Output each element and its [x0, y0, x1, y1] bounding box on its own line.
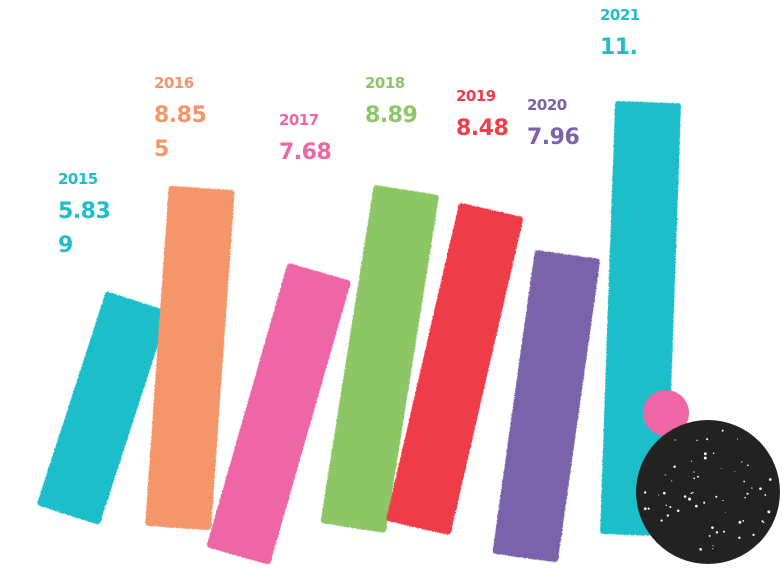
category-label-2016: 2016: [154, 74, 194, 92]
value-label-2015-line2: 9: [58, 233, 73, 258]
value-label-2016: 8.85: [154, 103, 206, 128]
speckle: [738, 536, 741, 539]
speckle: [759, 487, 762, 490]
speckle: [683, 495, 687, 498]
speckle: [715, 495, 718, 498]
speckle: [736, 438, 739, 440]
speckle: [768, 478, 772, 481]
speckle: [693, 477, 696, 480]
speckle: [703, 501, 706, 504]
bar-2018: [320, 185, 439, 533]
speckle: [715, 531, 719, 534]
speckle: [690, 492, 693, 495]
bar-2015: [37, 291, 169, 525]
bar-2020: [492, 250, 600, 563]
speckle: [764, 494, 767, 496]
speckle: [644, 491, 647, 494]
speckle: [752, 533, 755, 537]
speckle: [708, 534, 711, 537]
black-dot-decoration: [636, 420, 780, 564]
speckle: [696, 439, 698, 442]
speckle: [671, 480, 673, 482]
speckle: [734, 470, 736, 472]
speckle: [712, 452, 715, 455]
speckle: [697, 475, 699, 478]
speckle: [742, 520, 745, 522]
value-label-2020: 7.96: [527, 125, 579, 150]
speckle: [751, 487, 753, 489]
speckle: [721, 429, 724, 432]
speckle: [694, 504, 698, 508]
speckle: [711, 526, 714, 529]
speckle: [706, 438, 709, 441]
speckle: [712, 545, 714, 547]
speckle: [669, 506, 672, 509]
speckle: [699, 547, 702, 551]
speckle: [712, 548, 714, 550]
speckle: [741, 461, 743, 463]
speckle: [703, 456, 707, 460]
speckle: [725, 511, 726, 513]
speckle: [647, 507, 650, 510]
bar-2019: [386, 203, 523, 535]
value-label-2021: 11.: [600, 35, 637, 60]
category-label-2020: 2020: [527, 96, 567, 114]
speckle: [658, 494, 660, 496]
speckle: [664, 474, 666, 476]
speckle: [767, 510, 771, 514]
speckle: [665, 504, 668, 507]
speckle: [666, 514, 669, 517]
speckle: [738, 520, 742, 524]
bar-2016: [145, 185, 235, 531]
speckle: [720, 467, 722, 469]
speckle: [660, 519, 663, 522]
speckle: [693, 471, 695, 473]
speckle: [744, 496, 746, 499]
speckle: [662, 491, 666, 495]
speckle: [746, 492, 749, 495]
speckle: [674, 439, 676, 441]
speckle: [690, 460, 693, 462]
category-label-2021: 2021: [600, 6, 640, 24]
speckle: [763, 521, 765, 524]
category-label-2018: 2018: [365, 74, 405, 92]
category-label-2017: 2017: [279, 111, 319, 129]
pink-dot-decoration: [643, 390, 689, 436]
value-label-2019: 8.48: [456, 116, 508, 141]
speckle: [761, 520, 764, 523]
speckle: [673, 465, 676, 469]
speckle: [643, 507, 647, 511]
speckle: [722, 530, 725, 533]
speckle: [692, 491, 694, 494]
value-label-2016-line2: 5: [154, 137, 169, 162]
speckle: [746, 464, 749, 467]
value-label-2017: 7.68: [279, 140, 331, 165]
speckle: [676, 509, 680, 512]
bar-2017: [206, 263, 351, 565]
speckle: [722, 499, 724, 502]
value-label-2015: 5.83: [58, 199, 110, 224]
category-label-2015: 2015: [58, 170, 98, 188]
speckle: [688, 497, 692, 501]
category-label-2019: 2019: [456, 87, 496, 105]
speckle: [703, 452, 707, 456]
value-label-2018: 8.89: [365, 103, 417, 128]
speckle: [743, 480, 746, 483]
